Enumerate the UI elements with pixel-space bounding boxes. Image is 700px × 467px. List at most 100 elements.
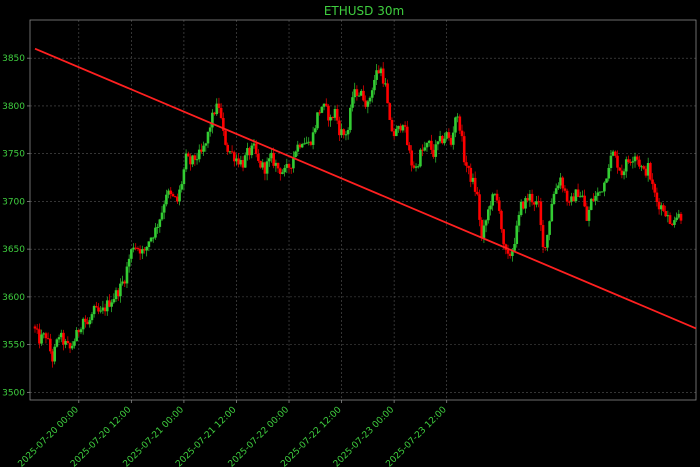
candle-body bbox=[423, 147, 427, 151]
candle-body bbox=[57, 337, 61, 340]
candle-body bbox=[171, 194, 175, 197]
candle-body bbox=[611, 151, 615, 156]
candle-body bbox=[550, 203, 554, 222]
candle-body bbox=[186, 153, 190, 157]
candle-body bbox=[552, 193, 556, 204]
candle-body bbox=[633, 156, 637, 162]
candle-body bbox=[79, 329, 83, 333]
candle-body bbox=[44, 333, 48, 339]
candle-body bbox=[589, 198, 593, 210]
candle-body bbox=[578, 196, 582, 198]
candle-body bbox=[357, 95, 361, 97]
candle-body bbox=[257, 153, 260, 161]
candle-body bbox=[454, 117, 457, 133]
candle-body bbox=[156, 226, 159, 228]
candle-body bbox=[596, 192, 600, 196]
candle-body bbox=[141, 249, 144, 254]
candle-body bbox=[535, 201, 538, 205]
candle-body bbox=[366, 101, 370, 107]
candle-body bbox=[421, 149, 424, 151]
chart-title: ETHUSD 30m bbox=[324, 4, 404, 18]
candle-body bbox=[408, 145, 411, 151]
candle-body bbox=[287, 164, 291, 168]
candle-body bbox=[432, 149, 435, 157]
candle-body bbox=[40, 334, 43, 344]
candle-body bbox=[546, 234, 549, 248]
candle-body bbox=[405, 126, 409, 146]
candle-body bbox=[112, 299, 116, 303]
candle-body bbox=[666, 215, 670, 217]
candle-body bbox=[127, 258, 131, 267]
candle-body bbox=[631, 161, 635, 163]
candle-body bbox=[77, 329, 81, 333]
candle-body bbox=[335, 109, 339, 121]
axes bbox=[29, 19, 697, 401]
candle-body bbox=[59, 332, 63, 338]
candle-body bbox=[353, 89, 357, 98]
candle-body bbox=[412, 165, 416, 168]
candle-body bbox=[173, 196, 177, 198]
candle-body bbox=[416, 166, 420, 168]
candle-body bbox=[204, 143, 208, 146]
candle-body bbox=[154, 227, 157, 238]
candle-body bbox=[49, 338, 52, 352]
candle-body bbox=[508, 253, 512, 256]
candle-body bbox=[114, 290, 118, 300]
candle-body bbox=[296, 144, 300, 152]
candle-body bbox=[469, 167, 473, 182]
candle-body bbox=[598, 191, 602, 193]
candle-body bbox=[438, 136, 442, 142]
candle-body bbox=[624, 159, 628, 172]
candle-body bbox=[165, 194, 168, 205]
candle-body bbox=[670, 223, 674, 225]
candle-body bbox=[134, 247, 138, 249]
candle-body bbox=[434, 144, 438, 157]
candle-body bbox=[653, 183, 657, 193]
candle-body bbox=[449, 137, 453, 145]
candle-body bbox=[239, 160, 243, 165]
candle-body bbox=[622, 171, 626, 176]
candle-body bbox=[322, 103, 326, 107]
candle-body bbox=[206, 131, 210, 144]
y-tick-label: 3600 bbox=[2, 293, 25, 303]
candle-body bbox=[368, 97, 372, 102]
candle-body bbox=[480, 219, 484, 239]
candle-body bbox=[70, 345, 74, 349]
candle-body bbox=[64, 340, 67, 345]
candle-body bbox=[397, 125, 400, 129]
candle-body bbox=[359, 90, 363, 96]
y-tick-label: 3800 bbox=[2, 102, 25, 112]
candle-body bbox=[160, 212, 164, 220]
candle-body bbox=[149, 237, 153, 242]
candle-body bbox=[158, 219, 162, 227]
candle-body bbox=[662, 205, 665, 212]
candle-body bbox=[272, 152, 275, 166]
candle-body bbox=[543, 247, 547, 249]
candle-body bbox=[486, 209, 490, 221]
candle-body bbox=[84, 318, 87, 322]
candle-body bbox=[390, 119, 394, 132]
candle-body bbox=[419, 149, 422, 167]
candle-body bbox=[425, 142, 429, 148]
candle-body bbox=[136, 248, 140, 250]
candle-body bbox=[410, 150, 413, 166]
candle-body bbox=[679, 213, 683, 221]
candle-body bbox=[629, 162, 632, 164]
candle-body bbox=[576, 189, 580, 197]
candle-body bbox=[465, 162, 468, 166]
candle-body bbox=[248, 148, 251, 156]
candle-body bbox=[270, 152, 273, 159]
candle-body bbox=[35, 328, 39, 330]
candle-body bbox=[627, 159, 630, 163]
candle-body bbox=[649, 163, 652, 180]
candle-body bbox=[532, 202, 536, 205]
candle-body bbox=[224, 130, 227, 145]
candle-body bbox=[197, 149, 201, 160]
candle-body bbox=[259, 160, 262, 168]
candle-body bbox=[261, 162, 265, 168]
candle-body bbox=[502, 229, 505, 245]
candle-body bbox=[522, 201, 525, 209]
candle-body bbox=[462, 136, 466, 163]
candle-body bbox=[375, 70, 378, 80]
candle-body bbox=[178, 189, 181, 202]
